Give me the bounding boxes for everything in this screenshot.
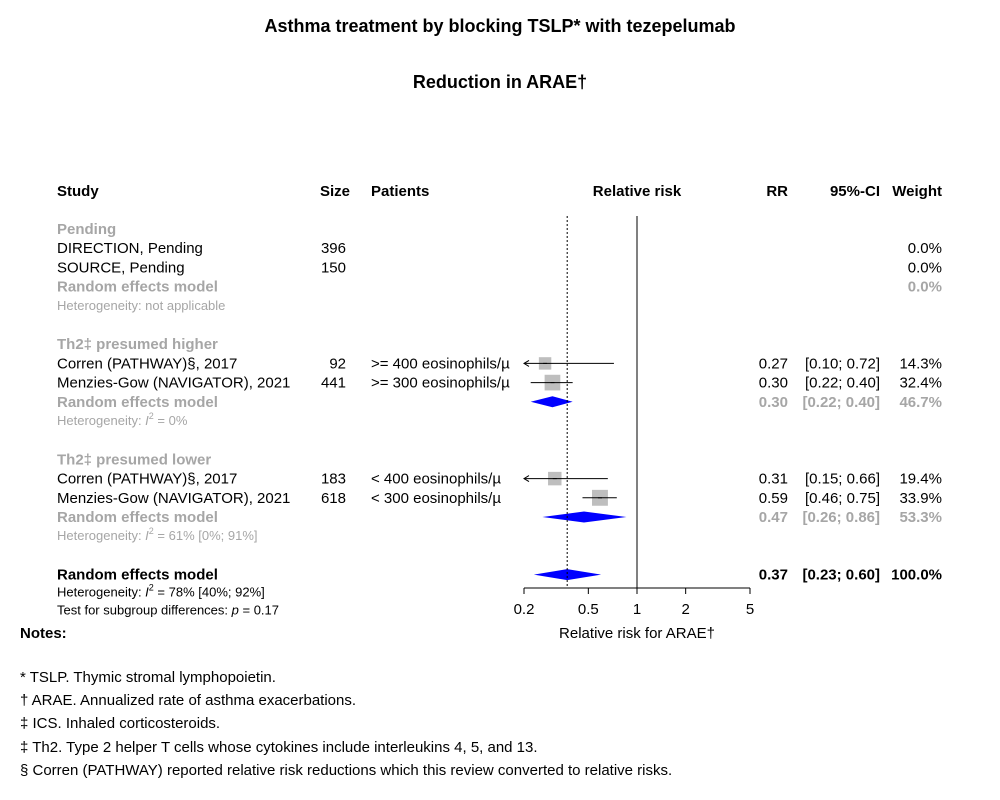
subgroup-test: Test for subgroup differences: p = 0.17 [57,603,279,618]
group-1-heterogeneity: Heterogeneity: I2 = 0% [57,411,188,428]
overall-model-weight: 100.0% [891,567,942,584]
group-2-model-ci: [0.26; 0.86] [802,509,880,526]
group-2-model-rr: 0.47 [759,509,788,526]
group-1-study-0-rr: 0.27 [759,355,788,372]
group-2-study-0-rr: 0.31 [759,471,788,488]
group-0-study-1-name: SOURCE, Pending [57,259,185,276]
group-2-study-0-weight: 19.4% [899,471,942,488]
group-1-study-1-weight: 32.4% [899,375,942,392]
group-2-study-1-weight: 33.9% [899,490,942,507]
group-2-study-0-patients: < 400 eosinophils/µ [371,471,501,488]
group-1-model-label: Random effects model [57,394,218,411]
note-tslp: * TSLP. Thymic stromal lymphopoietin. [20,669,276,686]
group-1-model-ci: [0.22; 0.40] [802,394,880,411]
group-2-study-1-patients: < 300 eosinophils/µ [371,490,501,507]
header-rr: RR [766,183,788,200]
group-2-study-1-rr: 0.59 [759,490,788,507]
group-0-study-1-size: 150 [321,259,346,276]
note-ics: ‡ ICS. Inhaled corticosteroids. [20,715,221,733]
group-1-study-1-rr: 0.30 [759,375,788,392]
x-axis-label: Relative risk for ARAE† [559,625,715,642]
group-1-study-1-name: Menzies-Gow (NAVIGATOR), 2021 [57,375,290,392]
group-1-study-1-ci: [0.22; 0.40] [805,375,880,392]
overall-model-ci: [0.23; 0.60] [802,567,880,584]
page-subtitle: Reduction in ARAE† [412,72,588,92]
group-0-heterogeneity: Heterogeneity: not applicable [57,298,225,313]
note-corren: § Corren (PATHWAY) reported relative ris… [20,761,673,779]
group-1-study-0-size: 92 [329,355,346,372]
group-0-study-0-name: DIRECTION, Pending [57,240,203,257]
group-1-study-0-ci-arrow [523,359,530,367]
group-2-study-1-size: 618 [321,490,346,507]
group-2-heterogeneity: Heterogeneity: I2 = 61% [0%; 91%] [57,526,258,543]
group-1-study-1-patients: >= 300 eosinophils/µ [371,375,510,392]
group-0-study-0-size: 396 [321,240,346,257]
note-arae: † ARAE. Annualized rate of asthma exacer… [20,692,357,710]
group-2-study-0-ci-arrow [523,475,530,483]
notes-list: * TSLP. Thymic stromal lymphopoietin. † … [20,666,672,782]
x-tick-label-0: 0.2 [514,601,535,618]
note-th2: ‡ Th2. Type 2 helper T cells whose cytok… [20,738,538,756]
header-weight: Weight [892,183,942,200]
group-2-model-diamond [542,511,627,523]
x-tick-label-2: 1 [633,601,641,618]
group-2-study-1-name: Menzies-Gow (NAVIGATOR), 2021 [57,490,290,507]
group-1-study-1-size: 441 [321,375,346,392]
group-1-study-0-ci: [0.10; 0.72] [805,355,880,372]
notes-heading: Notes: [20,625,67,642]
group-1-study-0-patients: >= 400 eosinophils/µ [371,355,510,372]
x-tick-label-1: 0.5 [578,601,599,618]
group-2-study-1-ci: [0.46; 0.75] [805,490,880,507]
group-1-study-0-weight: 14.3% [899,355,942,372]
overall-heterogeneity: Heterogeneity: I2 = 78% [40%; 92%] [57,583,265,600]
header-relative-risk: Relative risk [593,183,682,200]
overall-model-rr: 0.37 [759,567,788,584]
group-0-study-1-weight: 0.0% [908,259,942,276]
page-title: Asthma treatment by blocking TSLP* with … [264,16,736,36]
group-0-model-label: Random effects model [57,279,218,296]
group-0-model-weight: 0.0% [908,279,942,296]
group-2-study-0-ci: [0.15; 0.66] [805,471,880,488]
group-1-study-0-name: Corren (PATHWAY)§, 2017 [57,355,237,372]
group-1-model-diamond [530,396,573,408]
group-0-label: Pending [57,221,116,238]
group-0-study-0-weight: 0.0% [908,240,942,257]
header-patients: Patients [371,183,429,200]
header-study: Study [57,183,99,200]
header-ci: 95%-CI [830,183,880,200]
group-1-model-weight: 46.7% [899,394,942,411]
header-size: Size [320,183,350,200]
group-1-label: Th2‡ presumed higher [57,336,218,353]
x-tick-label-4: 5 [746,601,754,618]
group-2-study-0-name: Corren (PATHWAY)§, 2017 [57,471,237,488]
group-2-model-weight: 53.3% [899,509,942,526]
group-2-label: Th2‡ presumed lower [57,451,211,468]
group-2-study-0-size: 183 [321,471,346,488]
group-2-model-label: Random effects model [57,509,218,526]
overall-model-label: Random effects model [57,567,218,584]
group-1-model-rr: 0.30 [759,394,788,411]
x-tick-label-3: 2 [681,601,689,618]
overall-model-diamond [533,569,602,581]
